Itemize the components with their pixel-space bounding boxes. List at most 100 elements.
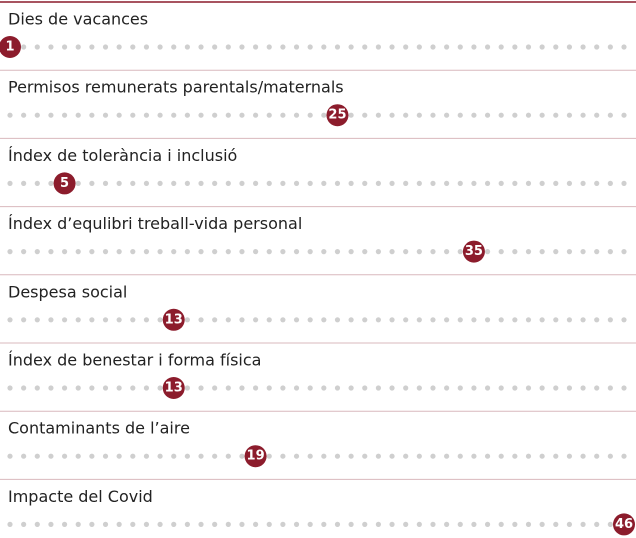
dot [348,112,354,118]
dot [321,249,327,255]
dot [89,44,95,50]
dot [7,317,13,323]
dot [266,317,272,323]
dot [116,453,122,459]
dot [553,453,559,459]
dot [157,249,163,255]
dot [403,317,409,323]
row-label: Permisos remunerats parentals/maternals [8,78,344,97]
rank-label: 1 [5,40,14,55]
dot [348,453,354,459]
dot [212,521,218,528]
dot [171,453,177,459]
dot [416,112,422,118]
dot [89,453,95,459]
dot [512,112,518,118]
dot [484,44,491,50]
dot [444,112,450,118]
dot [143,249,150,255]
dot [130,317,136,323]
dot [553,521,559,528]
dot [225,180,231,186]
dot [102,453,109,459]
dot [621,385,627,391]
dot [525,453,532,459]
dot [102,112,109,118]
dot [307,180,313,186]
dot [75,112,81,118]
dot [594,112,600,118]
dot [539,249,545,255]
dot [212,317,218,323]
dot [484,180,491,186]
dot [307,317,313,323]
rank-marker [244,445,267,468]
dot [444,249,450,255]
dot [430,385,436,391]
dot [362,385,368,391]
dot [348,44,354,50]
dot [61,385,68,391]
dot [430,180,436,186]
dot [389,180,395,186]
dot [375,44,381,50]
dot [198,249,204,255]
dot [198,44,204,50]
dot [102,180,109,186]
dot [212,385,218,391]
dot [157,385,163,391]
dot [184,385,190,391]
dot [471,180,477,186]
rank-label: 25 [328,108,346,123]
dot [471,44,477,50]
dot [525,385,532,391]
dot [580,112,586,118]
dot [21,249,27,255]
dot [498,453,504,459]
dot [512,317,518,323]
dot [184,317,190,323]
dot [157,453,163,459]
dot [184,521,190,528]
dot [21,521,27,528]
dot [61,249,68,255]
dot [334,521,341,528]
dot [553,385,559,391]
dot [7,521,13,528]
dot [566,385,573,391]
dot [116,112,122,118]
dot [580,385,586,391]
dot [484,112,491,118]
dot [89,385,95,391]
dot [48,112,54,118]
dot [102,249,109,255]
dot [280,385,286,391]
dot [348,249,354,255]
dot [171,521,177,528]
dot [553,112,559,118]
dot [484,453,491,459]
rank-marker [162,377,185,399]
dot [225,249,231,255]
dot [512,521,518,528]
dot [225,385,231,391]
dot [471,112,477,118]
dot [116,521,122,528]
dot [34,317,40,323]
dot [293,317,300,323]
dot [621,249,627,255]
dot [198,453,204,459]
dot [307,112,313,118]
dot [594,521,600,528]
dot [253,317,259,323]
dot [212,249,218,255]
dot [280,180,286,186]
dot [553,180,559,186]
dot [594,44,600,50]
dot [444,521,450,528]
dot [34,44,40,50]
dot [7,453,13,459]
dot [416,44,422,50]
dot [566,249,573,255]
dot [553,44,559,50]
